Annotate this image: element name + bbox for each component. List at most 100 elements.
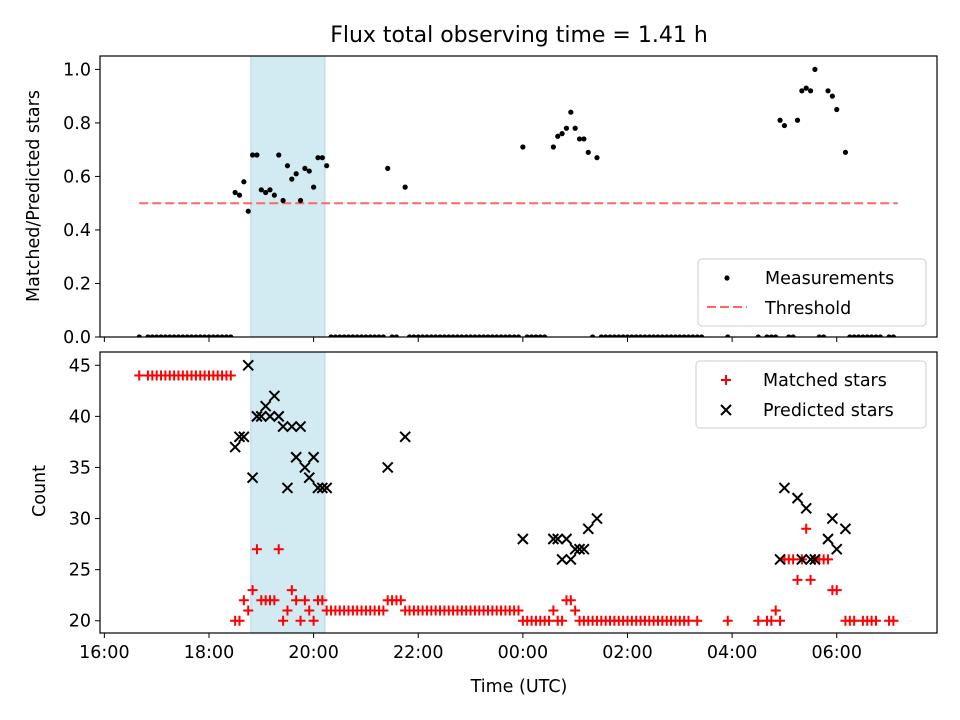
y-tick-label: 20	[69, 612, 91, 632]
measurement-point	[376, 334, 382, 337]
x-tick-label: 22:00	[393, 643, 443, 663]
matched-star-point	[291, 595, 302, 606]
measurement-point	[620, 334, 626, 337]
measurement-point	[302, 165, 308, 171]
predicted-star-point	[299, 461, 311, 474]
measurement-point	[293, 171, 299, 177]
measurement-point	[433, 334, 439, 337]
measurement-point	[515, 334, 522, 337]
predicted-star-point	[268, 390, 281, 402]
predicted-star-point	[242, 359, 254, 371]
y-tick-label: 1.0	[63, 60, 91, 80]
measurement-point	[803, 85, 809, 91]
top-axes-frame	[99, 55, 938, 338]
matched-star-point	[304, 605, 315, 616]
measurement-point	[315, 155, 321, 161]
measurement-point	[236, 192, 243, 198]
measurement-point	[363, 334, 369, 337]
measurement-point	[411, 334, 417, 337]
measurement-point	[406, 334, 413, 337]
measurement-point	[263, 189, 269, 196]
measurement-point	[459, 334, 465, 337]
measurement-point	[855, 334, 862, 337]
measurement-point	[267, 187, 273, 193]
measurement-point	[790, 334, 796, 337]
measurement-point	[358, 334, 365, 337]
x-tick-label: 04:00	[707, 643, 757, 663]
measurement-point	[254, 152, 260, 158]
measurement-point	[149, 334, 155, 337]
x-tick-label: 16:00	[79, 643, 129, 663]
predicted-star-point	[556, 553, 568, 566]
matched-star-point	[775, 615, 786, 626]
measurement-point	[354, 334, 360, 337]
measurement-point	[437, 334, 443, 337]
measurement-point	[847, 334, 853, 337]
measurement-point	[232, 189, 238, 196]
measurement-point	[476, 334, 482, 337]
measurement-point	[624, 334, 631, 337]
bottom-legend: Matched stars Predicted stars	[695, 360, 927, 429]
legend-predicted-marker	[720, 404, 732, 416]
measurement-point	[563, 125, 570, 131]
matched-star-point	[395, 595, 406, 606]
measurement-point	[162, 334, 168, 337]
predicted-star-point	[251, 410, 263, 423]
measurement-point	[393, 334, 400, 337]
predicted-star-point	[277, 420, 289, 433]
measurement-point	[685, 334, 692, 337]
predicted-star-point	[238, 431, 250, 443]
x-tick-label: 06:00	[812, 643, 862, 663]
measurement-point	[825, 88, 831, 94]
measurement-point	[550, 144, 556, 150]
measurement-point	[446, 334, 452, 337]
measurement-point	[829, 93, 835, 99]
measurement-point	[603, 334, 609, 337]
predicted-star-point	[552, 533, 564, 545]
predicted-star-point	[294, 420, 307, 433]
matched-star-point	[888, 615, 899, 626]
measurement-point	[289, 176, 295, 182]
measurement-point	[511, 334, 517, 337]
measurement-point	[646, 334, 652, 337]
measurement-point	[607, 334, 613, 337]
measurement-point	[821, 334, 827, 337]
matched-star-point	[286, 585, 297, 596]
measurement-point	[472, 334, 478, 337]
matched-star-point	[378, 605, 389, 616]
measurement-point	[576, 136, 583, 142]
measurement-point	[171, 334, 177, 337]
y-tick-label: 25	[69, 561, 91, 581]
predicted-star-point	[320, 482, 333, 494]
measurement-point	[755, 334, 761, 337]
measurement-point	[258, 187, 264, 193]
measurement-point	[594, 155, 600, 161]
legend-predicted-label: Predicted stars	[763, 401, 894, 421]
predicted-star-point	[826, 512, 839, 525]
measurement-point	[297, 197, 304, 204]
measurement-point	[524, 334, 530, 337]
predicted-star-point	[791, 492, 804, 504]
measurement-point	[145, 334, 151, 337]
predicted-star-point	[316, 482, 329, 494]
measurement-point	[555, 133, 561, 139]
measurement-point	[773, 334, 779, 337]
measurement-point	[725, 334, 731, 337]
predicted-star-point	[399, 431, 411, 443]
matched-star-point	[831, 585, 842, 596]
measurement-point	[616, 334, 622, 337]
matched-star-point	[299, 595, 310, 606]
measurement-point	[611, 334, 618, 337]
measurement-point	[542, 334, 548, 337]
measurement-point	[764, 334, 770, 337]
matched-star-point	[282, 605, 293, 616]
predicted-star-point	[290, 451, 302, 463]
matched-star-point	[544, 615, 555, 626]
matched-star-point	[513, 605, 524, 616]
measurement-point	[581, 136, 587, 142]
predicted-star-point	[578, 543, 590, 555]
y-tick-label: 0.6	[63, 167, 91, 187]
top-panel: 0.0 0.2 0.4 0.6 0.8 1.0 Measurements Threshold	[63, 55, 938, 348]
measurement-point	[642, 334, 648, 337]
measurement-point	[698, 334, 705, 337]
